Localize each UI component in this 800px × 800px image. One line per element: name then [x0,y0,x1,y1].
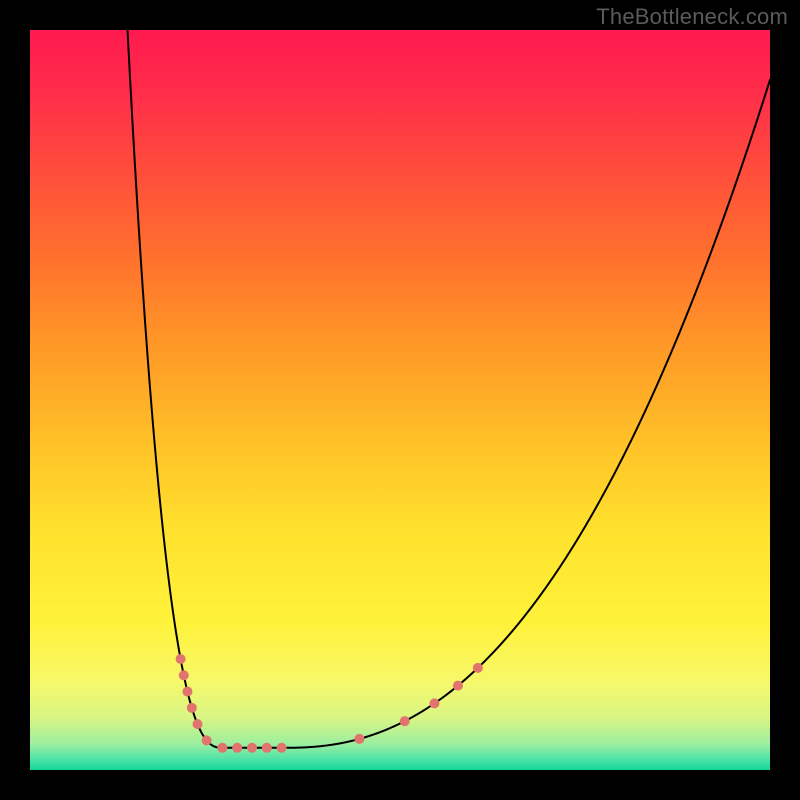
highlight-dot [453,681,463,691]
highlight-dot [400,716,410,726]
chart-frame: TheBottleneck.com [0,0,800,800]
highlight-dot [262,743,272,753]
highlight-dot [176,654,186,664]
highlight-dot [187,703,197,713]
plot-area [30,30,770,770]
highlight-dot [232,743,242,753]
watermark-text: TheBottleneck.com [596,4,788,30]
chart-background [30,30,770,770]
highlight-dot [429,698,439,708]
highlight-dot [473,663,483,673]
highlight-dot [354,734,364,744]
highlight-dot [247,743,257,753]
highlight-dot [277,743,287,753]
highlight-dot [193,719,203,729]
highlight-dot [202,735,212,745]
highlight-dot [182,687,192,697]
highlight-dot [217,743,227,753]
highlight-dot [179,670,189,680]
bottleneck-curve-chart [30,30,770,770]
